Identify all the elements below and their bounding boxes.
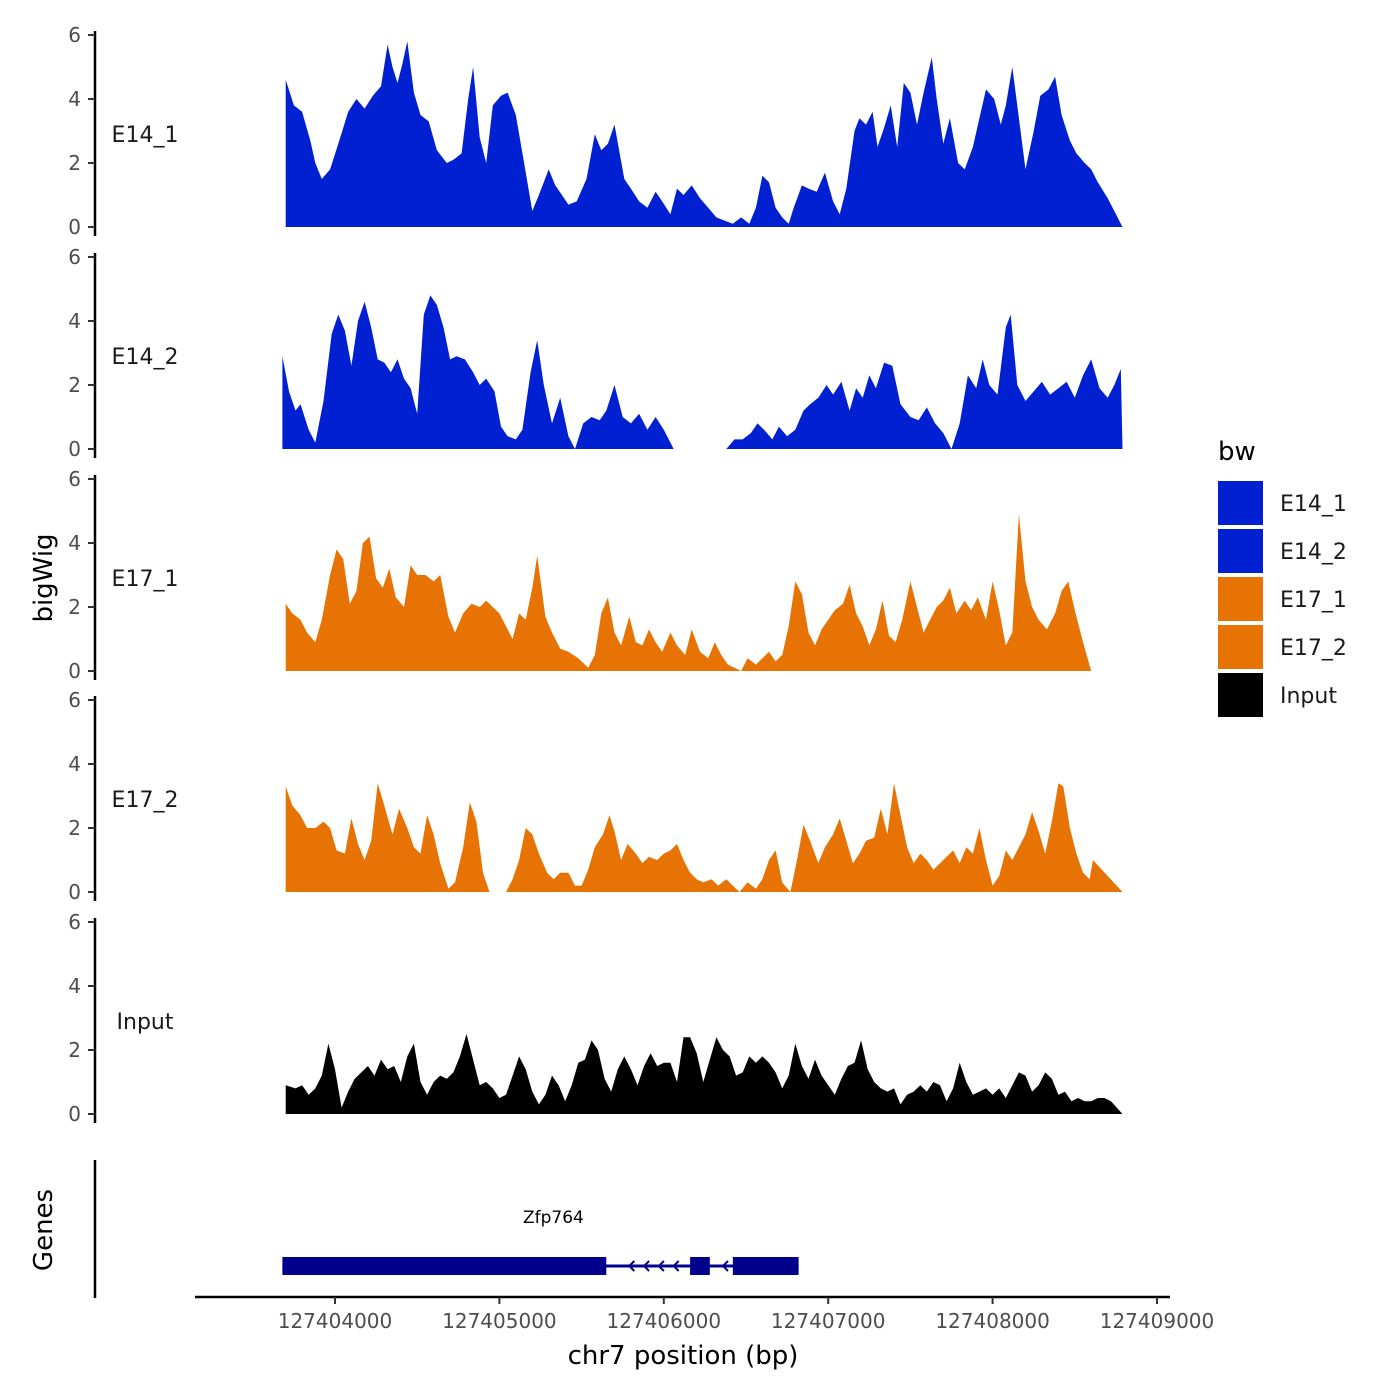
coverage-area-e17-1: [285, 514, 1092, 671]
gene-exon: [282, 1257, 607, 1275]
track-e17-1: 0 2 4 6 E17_1: [68, 467, 1092, 683]
gene-name-label: Zfp764: [523, 1208, 584, 1228]
legend-swatch-input: [1218, 673, 1263, 717]
strand-arrow: [657, 1260, 665, 1272]
y-tick-label: 4: [68, 531, 81, 555]
y-tick-label: 0: [68, 437, 81, 461]
y-tick-label: 2: [68, 816, 81, 840]
track-label: E14_1: [112, 123, 179, 148]
y-tick-label: 2: [68, 1038, 81, 1062]
legend-swatch-e14-1: [1218, 481, 1263, 525]
strand-arrow: [721, 1260, 729, 1272]
coverage-area-e17-2: [285, 783, 1123, 892]
legend-label: Input: [1280, 684, 1337, 709]
gene-track: Zfp764: [93, 1160, 799, 1298]
legend-label: E17_2: [1280, 636, 1347, 661]
y-tick-label: 2: [68, 595, 81, 619]
y-tick-label: 6: [68, 467, 81, 491]
legend-label: E14_1: [1280, 492, 1347, 517]
x-tick-label: 127406000: [607, 1309, 722, 1333]
strand-arrow: [642, 1260, 650, 1272]
x-tick-label: 127404000: [278, 1309, 393, 1333]
strand-arrow: [672, 1260, 680, 1272]
x-tick-label: 127409000: [1100, 1309, 1215, 1333]
x-axis-title: chr7 position (bp): [568, 1341, 799, 1371]
x-tick-label: 127405000: [442, 1309, 557, 1333]
legend-swatch-e14-2: [1218, 529, 1263, 573]
y-tick-label: 6: [68, 245, 81, 269]
y-tick-label: 0: [68, 659, 81, 683]
coverage-area-e14-2: [282, 295, 1123, 449]
track-label: E17_1: [112, 567, 179, 592]
y-tick-label: 6: [68, 23, 81, 47]
y-tick-label: 4: [68, 974, 81, 998]
coverage-tracks: 0 2 4 6 E14_1 0 2 4 6 E14_2 0 2 4 6 E17_1 0 2 4 6 E17_2 0 2 4 6…: [68, 23, 1123, 1126]
track-input: 0 2 4 6 Input: [68, 910, 1123, 1126]
gene-exon: [732, 1257, 799, 1275]
legend: bw E14_1 E14_2 E17_1 E17_2 Input: [1218, 437, 1347, 717]
track-e14-1: 0 2 4 6 E14_1: [68, 23, 1123, 239]
y-axis-title: bigWig: [29, 533, 59, 622]
track-label: E17_2: [112, 788, 179, 813]
genes-axis-title: Genes: [29, 1189, 59, 1271]
y-tick-label: 6: [68, 688, 81, 712]
y-tick-label: 4: [68, 752, 81, 776]
track-e14-2: 0 2 4 6 E14_2: [68, 245, 1123, 461]
coverage-area-input: [285, 1034, 1123, 1114]
y-tick-label: 4: [68, 87, 81, 111]
x-axis: 127404000 127405000 127406000 127407000 1274…: [195, 1295, 1215, 1333]
y-tick-label: 2: [68, 373, 81, 397]
legend-label: E17_1: [1280, 588, 1347, 613]
y-tick-label: 6: [68, 910, 81, 934]
y-tick-label: 0: [68, 1102, 81, 1126]
legend-swatch-e17-2: [1218, 625, 1263, 669]
legend-swatch-e17-1: [1218, 577, 1263, 621]
legend-label: E14_2: [1280, 540, 1347, 565]
track-e17-2: 0 2 4 6 E17_2: [68, 688, 1123, 904]
x-tick-label: 127407000: [771, 1309, 886, 1333]
y-tick-label: 0: [68, 880, 81, 904]
x-tick-label: 127408000: [935, 1309, 1050, 1333]
strand-arrow: [627, 1260, 635, 1272]
legend-title: bw: [1218, 437, 1256, 467]
gene-exon: [690, 1257, 710, 1275]
track-label: E14_2: [112, 345, 179, 370]
coverage-area-e14-1: [285, 41, 1123, 228]
y-tick-label: 4: [68, 309, 81, 333]
y-tick-label: 2: [68, 151, 81, 175]
track-label: Input: [117, 1010, 174, 1035]
y-tick-label: 0: [68, 215, 81, 239]
